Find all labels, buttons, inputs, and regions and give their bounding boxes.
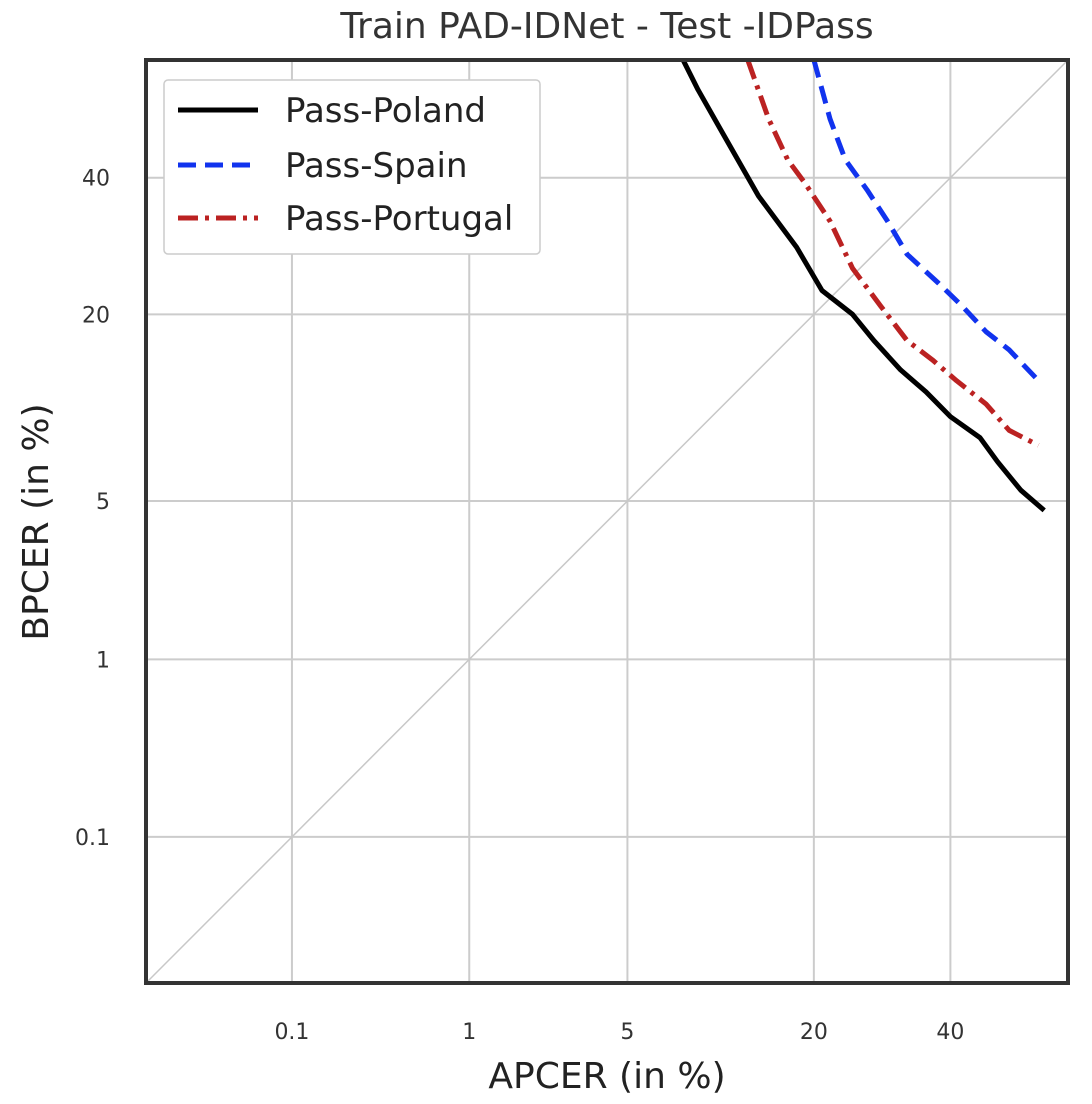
legend-label-pass-spain: Pass-Spain: [285, 146, 468, 186]
series-line-pass-poland: [680, 60, 1046, 513]
legend-label-pass-poland: Pass-Poland: [285, 91, 486, 131]
diagonal-reference-line: [145, 59, 1069, 984]
legend-box: [163, 79, 541, 255]
y-axis-title: BPCER (in %): [16, 403, 57, 640]
series-line-pass-portugal: [745, 60, 1040, 448]
x-tick-label: 1: [462, 1020, 476, 1045]
y-tick-label: 40: [82, 167, 110, 192]
legend-label-pass-portugal: Pass-Portugal: [285, 199, 513, 239]
chart-title: Train PAD-IDNet - Test -IDPass: [339, 6, 873, 47]
tick-labels: 0.1 1 5 20 40 0.1 1 5 20 40: [75, 167, 964, 1045]
x-tick-label: 20: [800, 1020, 828, 1045]
y-tick-label: 5: [96, 490, 110, 515]
plot-frame: [144, 58, 1070, 985]
legend: Pass-Poland Pass-Spain Pass-Portugal: [163, 79, 541, 255]
series-line-pass-spain: [811, 60, 1041, 383]
y-tick-label: 1: [96, 648, 110, 673]
x-axis-title: APCER (in %): [488, 1056, 725, 1097]
x-tick-label: 5: [620, 1020, 634, 1045]
y-tick-label: 0.1: [75, 826, 110, 851]
series-layer: [680, 60, 1046, 513]
x-tick-label: 40: [936, 1020, 964, 1045]
y-tick-label: 20: [82, 303, 110, 328]
x-tick-label: 0.1: [274, 1020, 309, 1045]
